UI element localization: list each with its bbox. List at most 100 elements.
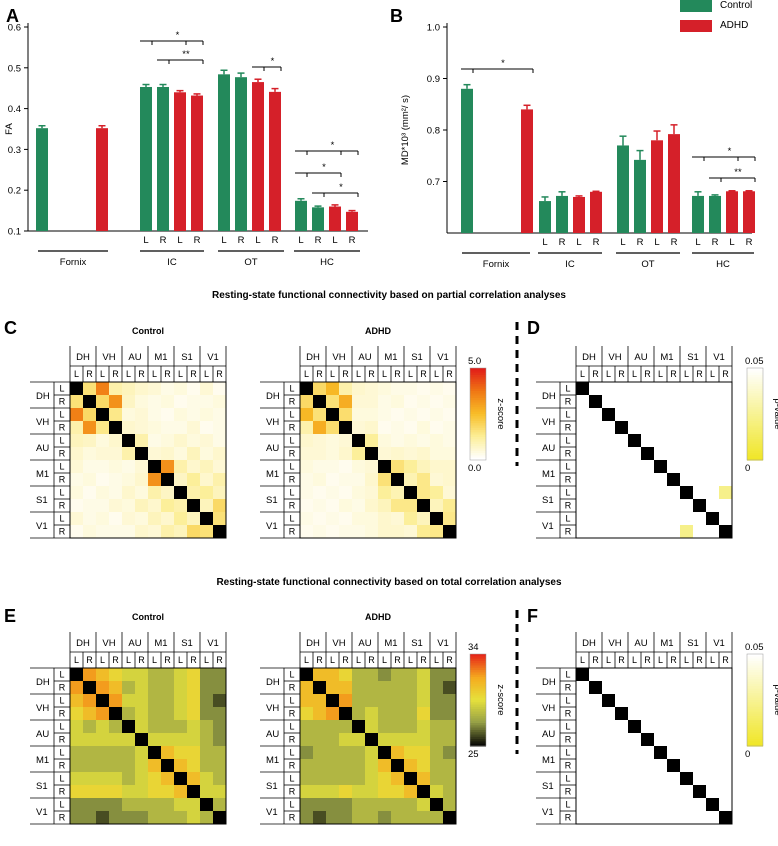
matrix-cell	[628, 707, 641, 720]
column-region-label: V1	[713, 638, 725, 649]
matrix-cell	[719, 746, 732, 759]
matrix-cell	[148, 759, 161, 772]
matrix-cell	[391, 798, 404, 811]
group-label-ic: IC	[565, 259, 575, 270]
row-side-label: L	[289, 384, 294, 394]
column-side-label: L	[434, 655, 439, 665]
colorbar-step	[747, 370, 763, 374]
row-region-label: M1	[266, 755, 279, 766]
colorbar-step	[747, 402, 763, 406]
matrix-cell	[654, 798, 667, 811]
row-side-label: L	[289, 670, 294, 680]
matrix-cell	[83, 759, 96, 772]
matrix-cell	[122, 486, 135, 499]
matrix-cell	[654, 681, 667, 694]
matrix-cell	[430, 525, 443, 538]
colorbar-step	[747, 690, 763, 694]
matrix-cell	[417, 681, 430, 694]
matrix-cell	[83, 460, 96, 473]
row-side-label: R	[565, 501, 572, 511]
colorbar-title: z-score	[495, 398, 506, 429]
matrix-cell	[326, 811, 339, 824]
matrix-cell	[719, 473, 732, 486]
matrix-cell	[326, 434, 339, 447]
matrix-cell	[628, 395, 641, 408]
matrix-cell	[667, 486, 680, 499]
column-region-label: V1	[207, 352, 219, 363]
group-label-hc: HC	[716, 259, 730, 270]
matrix-cell	[667, 473, 680, 486]
matrix-cell	[430, 460, 443, 473]
matrix-cell	[339, 512, 352, 525]
matrix-cell	[706, 499, 719, 512]
colorbar-step	[747, 368, 763, 371]
matrix-cell	[161, 395, 174, 408]
matrix-cell	[135, 694, 148, 707]
colorbar-step	[747, 667, 763, 671]
matrix-cell	[589, 408, 602, 421]
matrix-cell	[589, 707, 602, 720]
colorbar-step	[747, 377, 763, 381]
matrix-cell	[122, 681, 135, 694]
matrix-cell	[430, 772, 443, 785]
matrix-cell	[430, 395, 443, 408]
matrix-cell	[706, 694, 719, 707]
matrix-cell	[654, 486, 667, 499]
matrix-cell	[339, 694, 352, 707]
matrix-cell	[339, 785, 352, 798]
matrix-cell	[174, 499, 187, 512]
matrix-cell	[135, 499, 148, 512]
matrix-cell	[83, 512, 96, 525]
matrix-cell	[148, 733, 161, 746]
matrix-cell	[443, 382, 456, 395]
matrix-cell	[430, 798, 443, 811]
y-tick-label: 0.2	[8, 186, 21, 197]
matrix-cell	[339, 486, 352, 499]
colorbar-step	[470, 414, 486, 417]
matrix-cell	[187, 733, 200, 746]
matrix-cell	[326, 382, 339, 395]
colorbar-step	[747, 434, 763, 438]
row-region-label: V1	[36, 807, 48, 818]
colorbar-step	[470, 679, 486, 683]
colorbar-step	[747, 404, 763, 408]
row-side-label: R	[59, 527, 66, 537]
matrix-cell	[391, 720, 404, 733]
matrix-cell	[719, 499, 732, 512]
matrix-cell	[148, 434, 161, 447]
matrix-cell	[589, 759, 602, 772]
matrix-cell	[352, 408, 365, 421]
significance-star: *	[728, 146, 732, 157]
matrix-cell	[300, 746, 313, 759]
matrix-cell	[654, 382, 667, 395]
matrix-cell	[680, 421, 693, 434]
matrix-cell	[680, 707, 693, 720]
matrix-cell	[213, 720, 226, 733]
matrix-cell	[200, 421, 213, 434]
matrix-cell	[667, 434, 680, 447]
matrix-cell	[352, 460, 365, 473]
colorbar-step	[470, 741, 486, 745]
colorbar-step	[747, 432, 763, 436]
matrix-cell	[667, 772, 680, 785]
matrix-cell	[109, 772, 122, 785]
matrix-cell	[135, 434, 148, 447]
matrix-cell	[430, 720, 443, 733]
matrix-cell	[187, 811, 200, 824]
row-side-label: L	[565, 514, 570, 524]
colorbar-step	[470, 690, 486, 694]
matrix-cell	[667, 668, 680, 681]
row-side-label: L	[59, 384, 64, 394]
matrix-cell	[417, 746, 430, 759]
matrix-cell	[576, 798, 589, 811]
matrix-cell	[576, 447, 589, 460]
matrix-title: ADHD	[365, 326, 391, 336]
matrix-border	[575, 667, 733, 825]
matrix-cell	[300, 720, 313, 733]
colorbar-max-label: 5.0	[468, 356, 481, 367]
colorbar-step	[747, 720, 763, 724]
matrix-cell	[300, 681, 313, 694]
matrix-cell	[417, 733, 430, 746]
matrix-cell	[693, 447, 706, 460]
